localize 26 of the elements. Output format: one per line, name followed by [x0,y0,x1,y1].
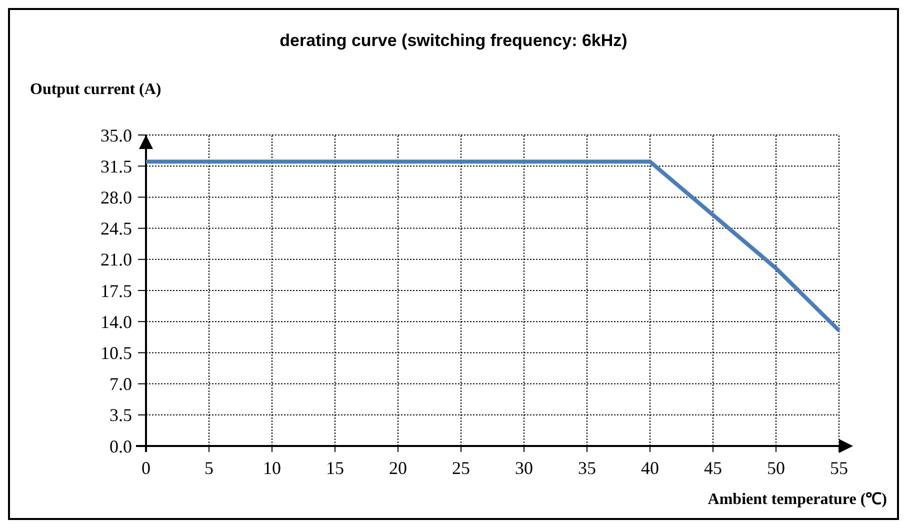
x-tick-label: 20 [389,458,407,478]
y-tick-label: 17.5 [100,280,132,301]
x-axis-title: Ambient temperature (℃) [708,491,887,508]
x-tick-label: 25 [452,458,470,478]
x-tick-label: 55 [830,458,848,478]
y-tick-label: 14.0 [100,312,132,332]
x-tick-label: 35 [578,458,596,478]
y-tick-label: 3.5 [110,405,132,426]
y-tick-label: 35.0 [100,125,132,146]
y-tick-label: 24.5 [100,218,132,239]
x-tick-label: 45 [704,458,722,478]
y-axis-title: Output current (A) [30,81,162,98]
y-tick-label: 28.0 [100,188,132,208]
y-tick-label: 21.0 [100,250,132,270]
y-tick-label: 7.0 [110,374,132,394]
x-tick-label: 5 [204,458,214,478]
x-tick-label: 15 [326,458,344,478]
chart-title: derating curve (switching frequency: 6kHz) [280,31,628,50]
x-tick-label: 0 [142,458,150,478]
y-tick-label: 10.5 [100,343,132,363]
x-tick-label: 40 [641,458,659,478]
x-tick-label: 50 [767,458,785,478]
y-tick-label: 0.0 [110,436,132,456]
x-tick-label: 10 [263,458,281,478]
y-tick-label: 31.5 [100,156,132,176]
x-tick-label: 30 [515,458,533,478]
